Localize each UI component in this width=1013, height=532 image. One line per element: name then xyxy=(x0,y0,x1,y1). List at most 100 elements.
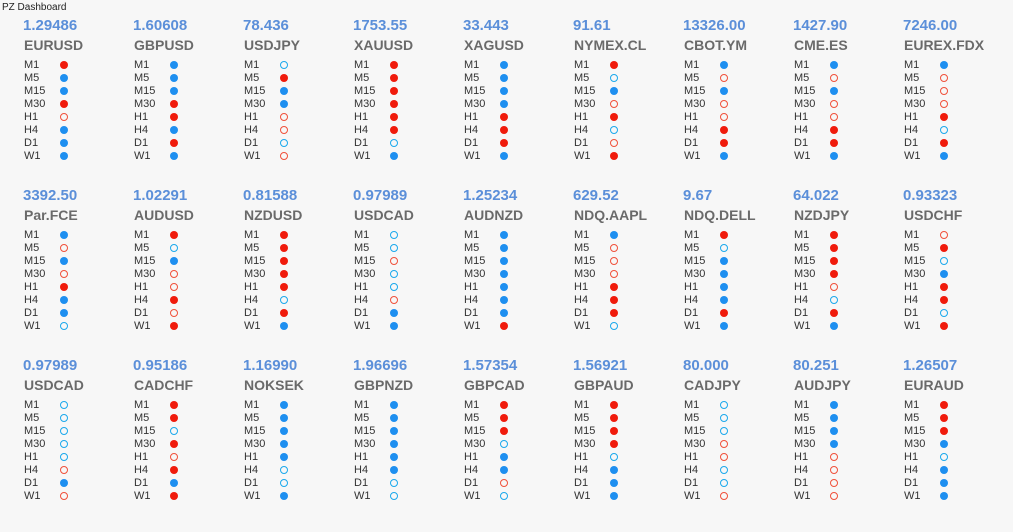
timeframe-label: M15 xyxy=(794,425,816,437)
timeframe-row: M15 xyxy=(904,425,948,438)
blue-filled-dot-icon xyxy=(720,87,728,95)
blue-ring-icon xyxy=(610,453,618,461)
timeframe-row: M1 xyxy=(354,399,398,412)
blue-ring-icon xyxy=(390,139,398,147)
timeframe-row: D1 xyxy=(354,477,398,490)
red-ring-icon xyxy=(940,100,948,108)
symbol-name: GBPUSD xyxy=(134,37,194,53)
red-filled-dot-icon xyxy=(170,414,178,422)
timeframe-row: M1 xyxy=(24,229,68,242)
timeframe-row: M15 xyxy=(684,255,728,268)
timeframe-label: H1 xyxy=(904,451,919,463)
timeframe-label: M15 xyxy=(24,255,46,267)
symbol-panel: 7246.00 EUREX.FDX M1 M5 M15 M30 H1 H4 D1 W1 xyxy=(903,17,1003,182)
timeframe-row: W1 xyxy=(464,490,508,503)
price-value: 33.443 xyxy=(463,17,509,34)
timeframe-label: H1 xyxy=(574,111,589,123)
timeframe-row: M5 xyxy=(24,72,68,85)
timeframe-row: D1 xyxy=(684,477,728,490)
timeframe-row: H1 xyxy=(134,281,178,294)
timeframe-row: D1 xyxy=(904,307,948,320)
timeframe-row: W1 xyxy=(684,150,728,163)
timeframe-label: H4 xyxy=(464,124,479,136)
timeframe-row: H4 xyxy=(354,464,398,477)
blue-filled-dot-icon xyxy=(280,414,288,422)
timeframe-row: M1 xyxy=(684,229,728,242)
symbol-panel: 33.443 XAGUSD M1 M5 M15 M30 H1 H4 D1 W1 xyxy=(463,17,563,182)
timeframe-row: M5 xyxy=(904,412,948,425)
timeframe-label: D1 xyxy=(684,307,699,319)
red-filled-dot-icon xyxy=(720,139,728,147)
red-ring-icon xyxy=(830,479,838,487)
symbol-name: AUDNZD xyxy=(464,207,524,223)
price-value: 9.67 xyxy=(683,187,713,204)
timeframe-row: H1 xyxy=(684,281,728,294)
symbol-name: NOKSEK xyxy=(244,377,304,393)
price-value: 1.56921 xyxy=(573,357,628,374)
timeframe-label: D1 xyxy=(354,307,369,319)
timeframe-label: H1 xyxy=(904,111,919,123)
timeframe-label: H4 xyxy=(794,124,809,136)
red-filled-dot-icon xyxy=(170,231,178,239)
timeframe-row: H4 xyxy=(574,124,618,137)
blue-filled-dot-icon xyxy=(610,479,618,487)
timeframe-label: M30 xyxy=(24,98,46,110)
blue-ring-icon xyxy=(500,492,508,500)
timeframe-label: H4 xyxy=(794,464,809,476)
timeframe-label: M1 xyxy=(904,59,920,71)
timeframe-row: H1 xyxy=(574,111,618,124)
timeframe-row: M15 xyxy=(134,85,178,98)
price-value: 13326.00 xyxy=(683,17,746,34)
timeframe-label: M15 xyxy=(574,85,596,97)
timeframe-row: M15 xyxy=(464,255,508,268)
symbol-panel: 80.251 AUDJPY M1 M5 M15 M30 H1 H4 D1 W1 xyxy=(793,357,893,522)
blue-filled-dot-icon xyxy=(720,322,728,330)
timeframe-label: H4 xyxy=(574,124,589,136)
price-value: 0.97989 xyxy=(353,187,408,204)
timeframe-row: M5 xyxy=(904,72,948,85)
timeframe-label: H4 xyxy=(794,294,809,306)
red-filled-dot-icon xyxy=(500,322,508,330)
timeframe-label: H4 xyxy=(134,464,149,476)
timeframe-label: M1 xyxy=(354,399,370,411)
timeframe-label: H4 xyxy=(244,124,259,136)
timeframe-label: W1 xyxy=(244,320,261,332)
timeframe-row: M15 xyxy=(904,255,948,268)
timeframe-row: H1 xyxy=(684,111,728,124)
timeframe-label: M1 xyxy=(24,229,40,241)
timeframe-label: M1 xyxy=(684,59,700,71)
timeframe-label: H1 xyxy=(794,281,809,293)
blue-filled-dot-icon xyxy=(390,466,398,474)
timeframe-row: W1 xyxy=(794,150,838,163)
blue-filled-dot-icon xyxy=(940,270,948,278)
timeframe-row: H4 xyxy=(354,124,398,137)
timeframe-label: H4 xyxy=(354,294,369,306)
red-filled-dot-icon xyxy=(170,440,178,448)
symbol-panel: 1.60608 GBPUSD M1 M5 M15 M30 H1 H4 D1 W1 xyxy=(133,17,233,182)
timeframe-row: D1 xyxy=(904,477,948,490)
timeframe-row: D1 xyxy=(244,137,288,150)
red-ring-icon xyxy=(280,126,288,134)
timeframe-row: W1 xyxy=(354,490,398,503)
timeframe-label: M5 xyxy=(354,72,370,84)
symbol-panel: 0.97989 USDCAD M1 M5 M15 M30 H1 H4 D1 W1 xyxy=(23,357,123,522)
blue-filled-dot-icon xyxy=(170,152,178,160)
red-filled-dot-icon xyxy=(390,61,398,69)
timeframe-row: M30 xyxy=(134,268,178,281)
timeframe-row: M30 xyxy=(904,98,948,111)
timeframe-label: W1 xyxy=(684,490,701,502)
symbol-panel: 0.93323 USDCHF M1 M5 M15 M30 H1 H4 D1 W1 xyxy=(903,187,1003,352)
red-filled-dot-icon xyxy=(940,401,948,409)
blue-filled-dot-icon xyxy=(500,453,508,461)
red-filled-dot-icon xyxy=(170,139,178,147)
timeframe-label: D1 xyxy=(244,137,259,149)
timeframe-label: M5 xyxy=(684,412,700,424)
blue-filled-dot-icon xyxy=(940,479,948,487)
timeframe-label: M1 xyxy=(574,399,590,411)
timeframe-row: W1 xyxy=(794,320,838,333)
timeframe-label: M15 xyxy=(134,425,156,437)
timeframe-row: M15 xyxy=(244,255,288,268)
timeframe-label: H4 xyxy=(684,294,699,306)
blue-filled-dot-icon xyxy=(830,61,838,69)
